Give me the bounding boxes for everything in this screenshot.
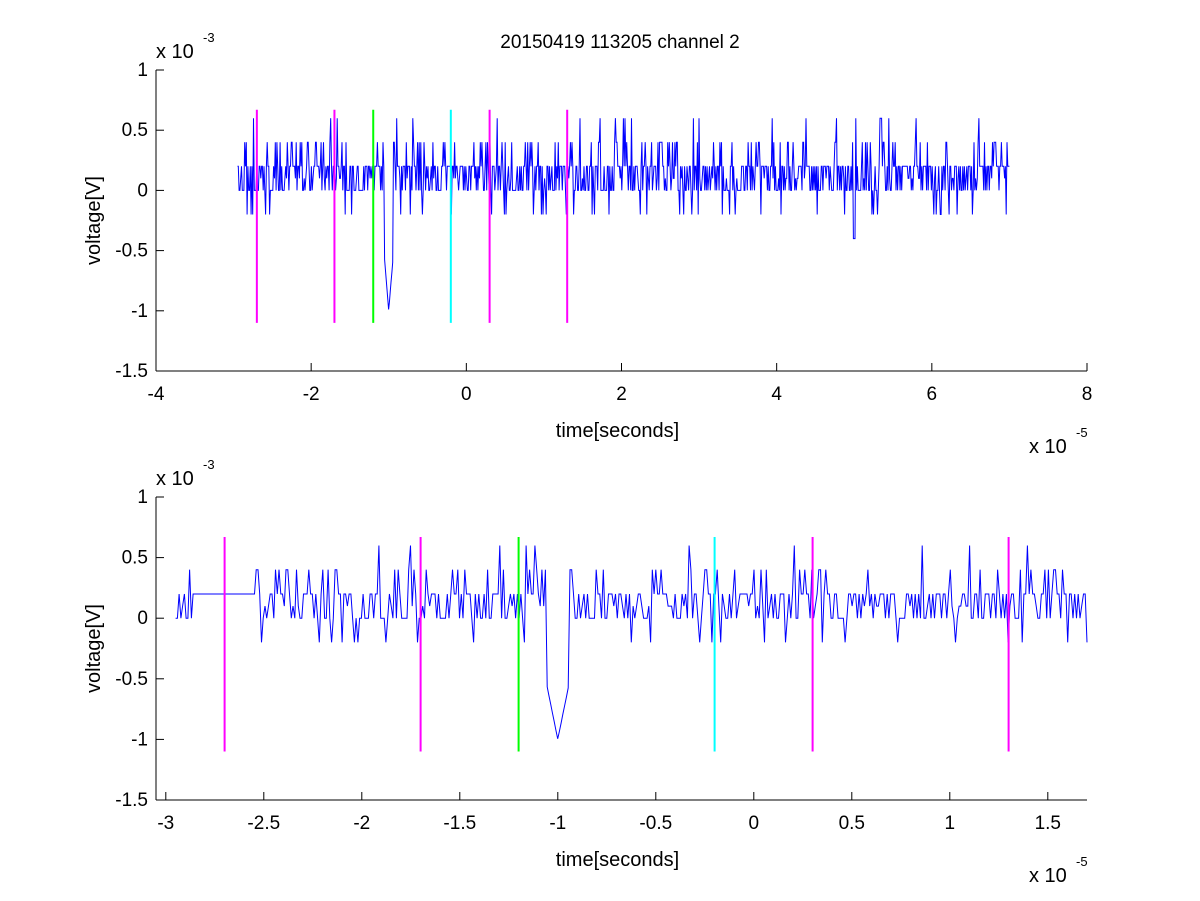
y-exponent-label: x 10 bbox=[156, 468, 194, 490]
x-tick-label: 0.5 bbox=[839, 813, 865, 834]
x-tick-label: -2 bbox=[303, 384, 320, 405]
x-exponent-superscript: -5 bbox=[1076, 854, 1088, 869]
y-tick-label: -0.5 bbox=[115, 241, 148, 262]
y-tick-label: -0.5 bbox=[115, 669, 148, 690]
y-tick-label: -1 bbox=[131, 729, 148, 750]
x-tick-label: 4 bbox=[771, 384, 782, 405]
bottom-plot: -1.5 -1 -0.5 0 0.5 1 -3 -2.5 -2 -1.5 -1 -0.5 0 0.5 1 1.… bbox=[83, 457, 1088, 887]
top-plot: -1.5 -1 -0.5 0 0.5 1 -4 -2 0 2 4 6 8 time[seconds] vol… bbox=[83, 30, 1092, 458]
y-exponent-label: x 10 bbox=[156, 41, 194, 63]
y-tick-label: 0.5 bbox=[122, 120, 148, 141]
y-axis-label: voltage[V] bbox=[83, 604, 105, 693]
x-tick-label: -3 bbox=[157, 813, 174, 834]
x-exponent-label: x 10 bbox=[1029, 865, 1067, 887]
x-tick-label: 6 bbox=[927, 384, 938, 405]
x-tick-label: 1.5 bbox=[1035, 813, 1061, 834]
x-tick-label: -1 bbox=[549, 813, 566, 834]
signal-trace bbox=[237, 117, 1010, 310]
x-axis-label: time[seconds] bbox=[556, 420, 679, 442]
y-tick-label: 1 bbox=[137, 487, 148, 508]
x-tick-label: 8 bbox=[1082, 384, 1093, 405]
x-tick-label: -1.5 bbox=[443, 813, 476, 834]
y-exponent-superscript: -3 bbox=[203, 457, 215, 472]
y-axis-label: voltage[V] bbox=[83, 176, 105, 265]
x-tick-label: -4 bbox=[148, 384, 165, 405]
x-tick-label: -0.5 bbox=[639, 813, 672, 834]
y-tick-label: -1 bbox=[131, 301, 148, 322]
x-tick-label: 2 bbox=[616, 384, 627, 405]
y-tick-label: 1 bbox=[137, 60, 148, 81]
x-tick-label: 0 bbox=[461, 384, 472, 405]
x-tick-label: 1 bbox=[945, 813, 956, 834]
x-tick-label: -2.5 bbox=[247, 813, 280, 834]
y-tick-label: 0 bbox=[137, 180, 148, 201]
y-tick-label: 0.5 bbox=[122, 548, 148, 569]
y-tick-label: -1.5 bbox=[115, 790, 148, 811]
y-tick-label: -1.5 bbox=[115, 361, 148, 382]
x-axis-label: time[seconds] bbox=[556, 849, 679, 871]
y-exponent-superscript: -3 bbox=[203, 30, 215, 45]
x-tick-label: 0 bbox=[749, 813, 760, 834]
x-exponent-label: x 10 bbox=[1029, 436, 1067, 458]
x-exponent-superscript: -5 bbox=[1076, 425, 1088, 440]
y-tick-label: 0 bbox=[137, 608, 148, 629]
x-tick-label: -2 bbox=[353, 813, 370, 834]
figure-title: 20150419 113205 channel 2 bbox=[500, 32, 740, 53]
signal-trace bbox=[175, 545, 1088, 739]
